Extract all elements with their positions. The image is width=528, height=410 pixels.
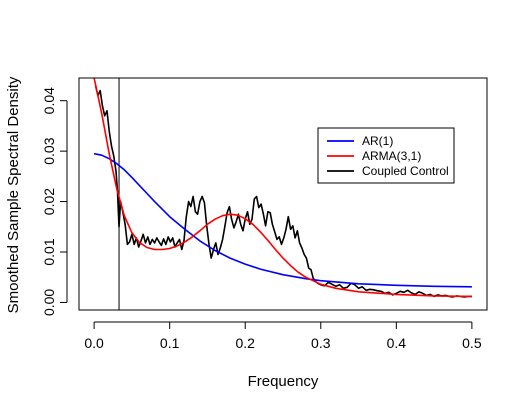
legend: AR(1)ARMA(3,1)Coupled Control [317, 127, 455, 184]
plot-frame [78, 77, 488, 311]
x-tick-label: 0.3 [311, 335, 331, 351]
y-axis-label: Smoothed Sample Spectral Density [5, 76, 22, 313]
legend-label: ARMA(3,1) [362, 149, 421, 163]
legend-label: Coupled Control [362, 164, 449, 178]
y-tick-label: 0.01 [41, 238, 57, 265]
axes: 0.0 0.1 0.2 0.3 0.4 0.5 0.00 0.01 0.02 0.03 0.04 [41, 77, 488, 351]
x-tick-label: 0.0 [84, 335, 104, 351]
x-tick-label: 0.1 [160, 335, 180, 351]
series-line-coupled-control [94, 85, 472, 298]
x-tick-label: 0.5 [462, 335, 482, 351]
series-line-arma-3-1 [93, 78, 472, 298]
x-tick-label: 0.4 [387, 335, 407, 351]
x-axis-label: Frequency [248, 373, 319, 390]
y-tick-label: 0.00 [41, 289, 57, 316]
series-line-ar-1 [93, 152, 472, 288]
y-tick-label: 0.02 [41, 188, 57, 215]
legend-label: AR(1) [362, 134, 393, 148]
y-tick-label: 0.04 [41, 87, 57, 114]
y-tick-label: 0.03 [41, 137, 57, 164]
x-tick-label: 0.2 [235, 335, 255, 351]
plot-area [93, 78, 472, 310]
